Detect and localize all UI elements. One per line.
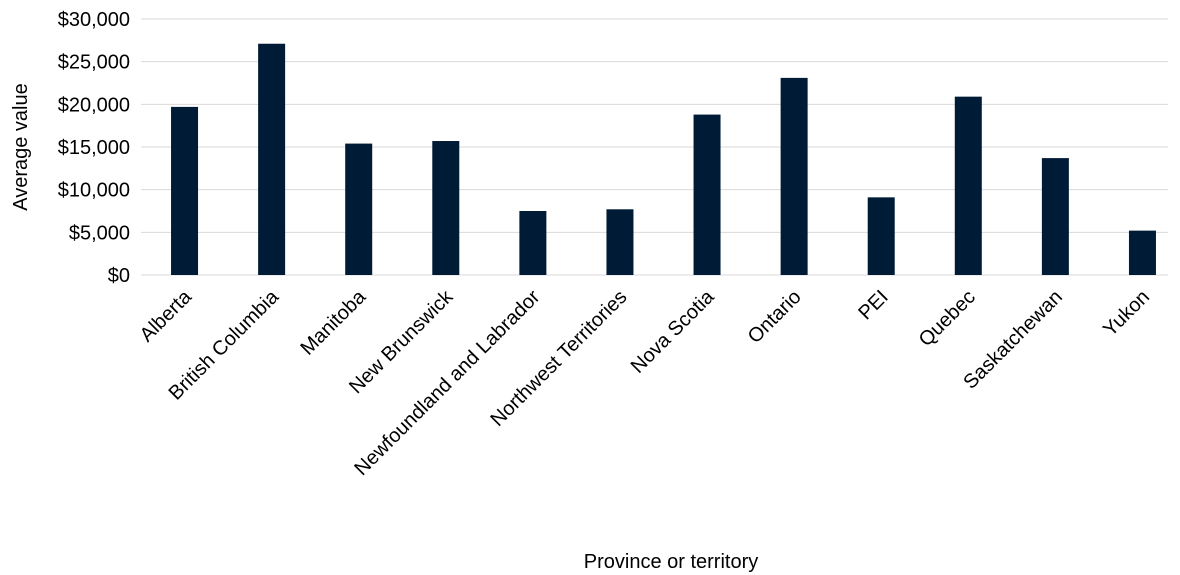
bar — [432, 141, 460, 275]
gridlines — [141, 18, 1168, 276]
x-tick-label: Nova Scotia — [627, 285, 719, 377]
y-axis-tick-labels: $0 $5,000 $10,000 $15,000 $20,000 $25,000 $30,… — [58, 9, 130, 287]
bar — [780, 77, 808, 275]
bar — [258, 43, 286, 275]
x-tick-label: Newfoundland and Labrador — [350, 286, 544, 480]
x-tick-label: PEI — [854, 286, 892, 324]
y-tick-label: $10,000 — [58, 180, 130, 202]
bar — [693, 114, 721, 275]
y-tick-label: $5,000 — [69, 222, 130, 244]
bar — [867, 197, 895, 275]
bar — [954, 96, 982, 275]
bar — [1128, 230, 1156, 275]
y-tick-label: $30,000 — [58, 9, 130, 31]
bar — [606, 209, 634, 275]
x-tick-label: Quebec — [915, 286, 980, 351]
bar — [519, 211, 547, 275]
bar — [171, 106, 199, 275]
x-tick-label: Manitoba — [297, 285, 371, 359]
y-tick-label: $0 — [108, 265, 130, 287]
y-axis-title: Average value — [10, 83, 32, 211]
x-tick-label: Alberta — [136, 285, 197, 346]
x-tick-label: Ontario — [744, 286, 806, 348]
bars — [171, 43, 1156, 275]
y-tick-label: $15,000 — [58, 137, 130, 159]
y-tick-label: $25,000 — [58, 52, 130, 74]
bar — [345, 143, 373, 275]
bar — [1041, 158, 1069, 275]
x-tick-label: Yukon — [1099, 286, 1154, 341]
x-axis-title: Province or territory — [584, 551, 759, 573]
y-tick-label: $20,000 — [58, 94, 130, 116]
